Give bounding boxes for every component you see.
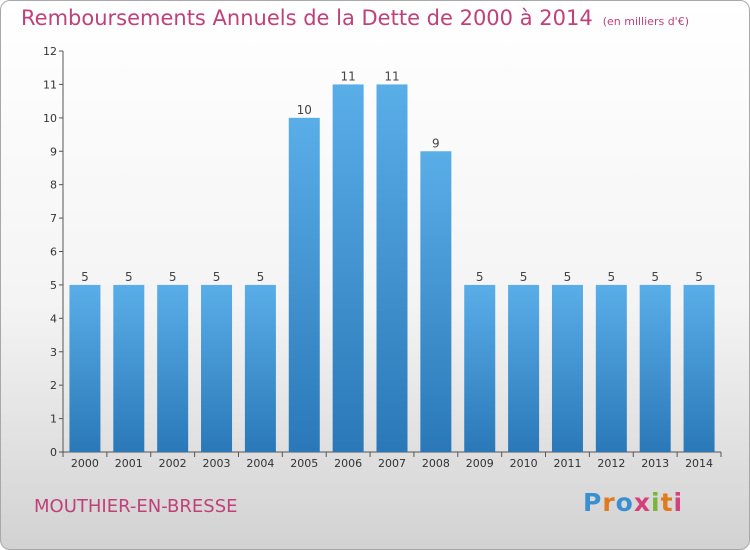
- y-tick-label: 6: [50, 246, 57, 259]
- x-tick-label: 2012: [597, 457, 625, 470]
- logo-letter: t: [660, 488, 674, 517]
- bar: [420, 151, 452, 452]
- y-tick-label: 3: [50, 346, 57, 359]
- data-labels: 5 5 5 5 5 10 11 11 9 5 5 5 5 5 5: [81, 69, 703, 284]
- logo-letter: o: [615, 488, 634, 517]
- x-tick-label: 2005: [290, 457, 318, 470]
- x-tick-label: 2002: [159, 457, 187, 470]
- y-tick-label: 11: [43, 78, 57, 91]
- bars: [69, 84, 715, 453]
- bar: [157, 284, 189, 452]
- x-tick-label: 2011: [553, 457, 581, 470]
- logo-letter: r: [602, 488, 616, 517]
- x-tick-label: 2000: [71, 457, 99, 470]
- data-label: 5: [476, 270, 484, 284]
- data-label: 11: [340, 69, 355, 83]
- y-tick-label: 4: [50, 312, 57, 325]
- data-label: 5: [695, 270, 703, 284]
- bar: [683, 284, 715, 452]
- x-tick-label: 2008: [422, 457, 450, 470]
- x-tick-label: 2009: [466, 457, 494, 470]
- x-tick-label: 2014: [685, 457, 713, 470]
- data-label: 10: [297, 103, 312, 117]
- chart-title: Remboursements Annuels de la Dette de 20…: [21, 6, 593, 30]
- y-tick-label: 12: [43, 45, 57, 58]
- data-label: 5: [125, 270, 133, 284]
- x-tick-label: 2001: [115, 457, 143, 470]
- x-tick-label: 2010: [510, 457, 538, 470]
- chart-subtitle: (en milliers d'€): [602, 15, 689, 28]
- x-tick-label: 2007: [378, 457, 406, 470]
- bar: [201, 284, 233, 452]
- data-label: 5: [257, 270, 265, 284]
- y-tick-label: 0: [50, 446, 57, 459]
- bar: [551, 284, 583, 452]
- title-row: Remboursements Annuels de la Dette de 20…: [21, 6, 689, 30]
- bar: [595, 284, 627, 452]
- x-tick-label: 2003: [203, 457, 231, 470]
- data-label: 5: [81, 270, 89, 284]
- data-label: 5: [213, 270, 221, 284]
- bar: [508, 284, 540, 452]
- data-label: 5: [608, 270, 616, 284]
- data-label: 5: [651, 270, 659, 284]
- y-tick-label: 2: [50, 379, 57, 392]
- data-label: 5: [169, 270, 177, 284]
- y-tick-label: 1: [50, 413, 57, 426]
- logo-letter: P: [583, 488, 603, 517]
- bar: [69, 284, 101, 452]
- bar: [639, 284, 671, 452]
- x-tick-label: 2004: [246, 457, 274, 470]
- bar: [113, 284, 145, 452]
- x-tick-label: 2006: [334, 457, 362, 470]
- bar: [288, 117, 320, 452]
- logo-letter: i: [673, 488, 684, 517]
- data-label: 11: [384, 69, 399, 83]
- y-tick-label: 7: [50, 212, 57, 225]
- data-label: 9: [432, 136, 440, 150]
- y-tick-label: 5: [50, 279, 57, 292]
- bar: [244, 284, 276, 452]
- logo-letter: x: [633, 488, 651, 517]
- x-tick-label: 2013: [641, 457, 669, 470]
- y-tick-label: 9: [50, 145, 57, 158]
- bar: [332, 84, 364, 453]
- proxiti-logo: Proxiti: [583, 488, 683, 517]
- commune-name: MOUTHIER-EN-BRESSE: [34, 496, 238, 517]
- data-label: 5: [520, 270, 528, 284]
- bar: [376, 84, 408, 453]
- y-tick-label: 10: [43, 112, 57, 125]
- logo-letter: i: [651, 488, 661, 517]
- data-label: 5: [564, 270, 572, 284]
- bar: [464, 284, 496, 452]
- y-tick-label: 8: [50, 179, 57, 192]
